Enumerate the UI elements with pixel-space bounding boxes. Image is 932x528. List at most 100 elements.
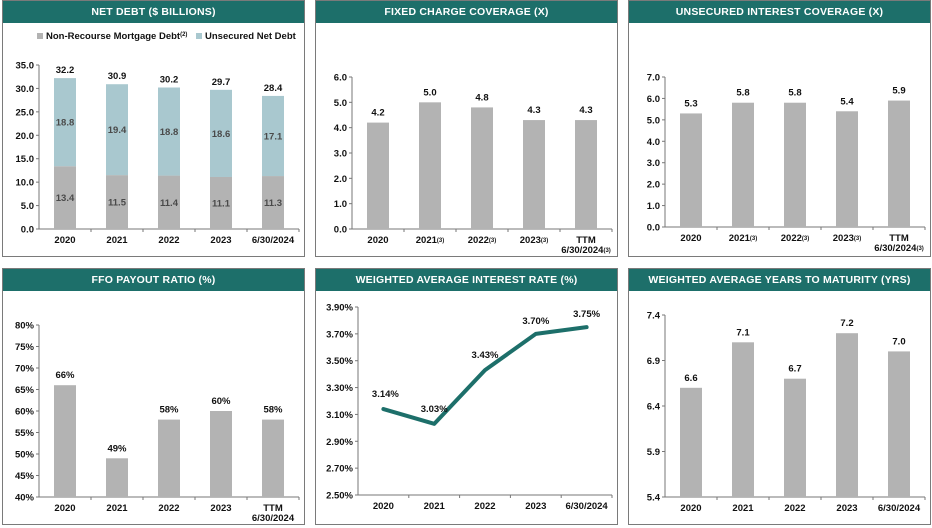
x-tick-label: TTM [263, 503, 283, 514]
x-tick-label: 2022 [158, 235, 179, 246]
x-tick-label: 2021 [732, 503, 754, 514]
x-tick-label: 2023(3) [833, 233, 861, 244]
data-point [432, 422, 436, 426]
y-tick-label: 3.50% [326, 356, 353, 367]
data-label: 6.6 [684, 373, 697, 384]
bar [158, 419, 180, 497]
unsecured-interest-title: UNSECURED INTEREST COVERAGE (X) [629, 1, 930, 23]
y-tick-label: 5.0 [647, 115, 660, 126]
bar [575, 120, 597, 229]
bar [106, 458, 128, 497]
y-tick-label: 4.0 [334, 123, 347, 134]
data-label: 5.0 [423, 87, 436, 98]
y-tick-label: 3.0 [334, 149, 347, 160]
y-tick-label: 6.0 [647, 94, 660, 105]
data-point [534, 332, 538, 336]
bar [836, 333, 858, 497]
y-tick-label: 5.4 [647, 493, 661, 504]
fixed-charge-title: FIXED CHARGE COVERAGE (X) [316, 1, 617, 23]
data-label-unsecured: 18.8 [56, 118, 75, 129]
y-tick-label: 4.0 [647, 137, 660, 148]
x-tick-footnote: (3) [437, 238, 444, 244]
x-tick-label: 2021 [424, 501, 446, 512]
net-debt-title: NET DEBT ($ BILLIONS) [3, 1, 304, 23]
data-label: 7.1 [736, 327, 750, 338]
interest-rate-chart: 2.50% 2.70% 2.90% 3.10% 3.30% 3.50% 3.70% 3.90%… [326, 303, 613, 512]
x-tick-label: 2023 [836, 503, 857, 514]
data-label-unsecured: 19.4 [108, 125, 127, 136]
data-label-mortgage: 11.3 [264, 198, 282, 209]
x-tick-label: 6/30/2024 [252, 513, 295, 524]
x-tick-label: 2020 [54, 235, 75, 246]
data-label-mortgage: 11.1 [212, 198, 231, 209]
y-tick-label: 45% [15, 471, 35, 482]
ffo-payout-title: FFO PAYOUT RATIO (%) [3, 269, 304, 291]
x-tick-label: TTM [576, 235, 596, 246]
x-tick-label: 2022(3) [781, 233, 809, 244]
y-tick-label: 55% [15, 428, 35, 439]
data-label: 6.7 [788, 364, 801, 375]
x-tick-label: 2021 [106, 235, 128, 246]
bar [367, 122, 389, 229]
y-tick-label: 5.9 [647, 447, 660, 458]
data-label-unsecured: 18.6 [212, 129, 231, 140]
data-label-mortgage: 11.5 [108, 198, 127, 209]
data-label-total: 28.4 [264, 83, 283, 94]
data-label: 4.3 [579, 105, 592, 116]
data-label-total: 30.2 [160, 74, 179, 85]
y-tick-label: 1.0 [334, 199, 347, 210]
data-point [381, 407, 385, 411]
y-tick-label: 50% [15, 450, 35, 461]
bar [54, 385, 76, 497]
data-label: 7.0 [892, 336, 905, 347]
data-label: 5.9 [892, 86, 905, 97]
data-label: 5.3 [684, 98, 697, 109]
bar [262, 419, 284, 497]
data-label: 66% [55, 370, 75, 381]
x-tick-label: 6/30/2024 [252, 235, 295, 246]
y-tick-label: 0.0 [21, 225, 34, 236]
bar-unsecured-debt [158, 87, 180, 176]
y-tick-label: 6.4 [647, 402, 661, 413]
x-tick-footnote: (3) [854, 236, 861, 242]
y-tick-label: 2.0 [647, 180, 660, 191]
y-tick-label: 15.0 [16, 154, 35, 165]
y-tick-label: 2.0 [334, 174, 347, 185]
unsecured-interest-chart: 0.0 1.0 2.0 3.0 4.0 5.0 6.0 7.0 5.3 5.8 5.8 5.4 5.9 2… [647, 73, 926, 254]
years-maturity-chart: 5.4 5.9 6.4 6.9 7.4 6.6 7.1 6.7 7.2 7.0 2020 2021 20… [647, 311, 926, 514]
bar [888, 100, 910, 227]
net-debt-panel: NET DEBT ($ BILLIONS) 0.0 5.0 10.0 15.0 20.0… [2, 0, 305, 257]
y-tick-label: 6.9 [647, 356, 660, 367]
bar [680, 387, 702, 497]
data-label: 4.2 [371, 108, 384, 119]
x-tick-label: 2020 [367, 235, 388, 246]
x-tick-label: 2021 [106, 503, 128, 514]
bar [732, 342, 754, 497]
y-tick-label: 2.90% [326, 437, 353, 448]
x-tick-label: 2022 [158, 503, 179, 514]
bar [732, 102, 754, 227]
y-tick-label: 30.0 [16, 84, 35, 95]
fixed-charge-chart: 0.0 1.0 2.0 3.0 4.0 5.0 6.0 4.2 5.0 4.8 4.3 4.3 2020… [334, 73, 613, 256]
y-tick-label: 3.0 [647, 158, 660, 169]
y-tick-label: 7.4 [647, 311, 661, 322]
y-tick-label: 2.50% [326, 491, 353, 502]
data-label-total: 32.2 [56, 65, 75, 76]
y-tick-label: 6.0 [334, 73, 347, 84]
x-tick-label: 6/30/2024 [565, 501, 608, 512]
x-tick-label: 2022 [474, 501, 495, 512]
y-tick-label: 70% [15, 364, 35, 375]
fixed-charge-panel: FIXED CHARGE COVERAGE (X) 0.0 1.0 2.0 3.0 4.… [315, 0, 618, 257]
ffo-payout-chart: 40% 45% 50% 55% 60% 65% 70% 75% 80% 66% 49% 58% 60% 5… [15, 321, 300, 524]
bar-unsecured-debt [210, 89, 232, 177]
x-tick-label: 2022 [784, 503, 805, 514]
data-label: 58% [263, 405, 283, 416]
data-label: 7.2 [840, 318, 853, 329]
y-tick-label: 0.0 [334, 225, 347, 236]
x-tick-footnote: (3) [802, 236, 809, 242]
y-tick-label: 35.0 [16, 61, 35, 72]
y-tick-label: 5.0 [21, 201, 34, 212]
data-label-total: 29.7 [212, 77, 231, 88]
data-label: 3.43% [472, 350, 499, 361]
x-tick-label: 2021(3) [729, 233, 757, 244]
